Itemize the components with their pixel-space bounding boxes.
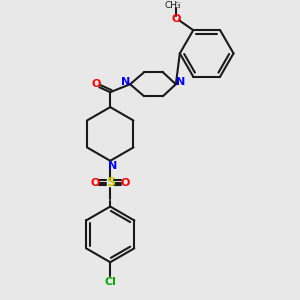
Text: methoxy: methoxy [176,2,182,3]
Text: O: O [91,178,100,188]
Text: O: O [92,79,101,89]
Text: CH₃: CH₃ [165,1,182,10]
Text: N: N [121,77,130,87]
Text: Cl: Cl [104,277,116,287]
Text: S: S [106,176,115,189]
Text: O: O [171,14,181,24]
Text: N: N [108,161,117,171]
Text: N: N [176,77,185,87]
Text: O: O [121,178,130,188]
